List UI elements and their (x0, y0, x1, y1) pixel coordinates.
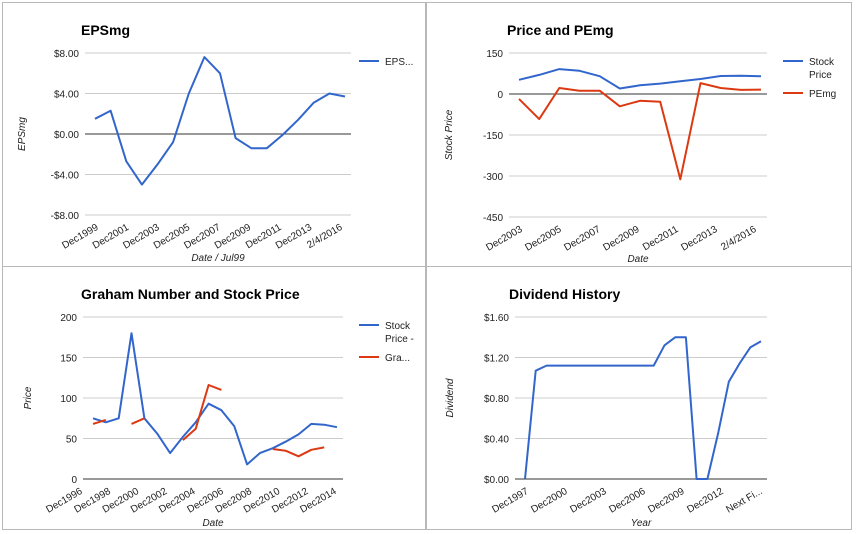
x-axis-label: Year (631, 518, 652, 529)
y-axis-label: Dividend (445, 378, 456, 417)
chart-title: Price and PEmg (507, 22, 614, 38)
y-tick-label: 150 (486, 49, 503, 60)
y-tick-label: $4.00 (54, 90, 79, 101)
x-tick-label: Dec2003 (568, 486, 609, 516)
y-tick-label: $8.00 (54, 49, 79, 60)
y-tick-label: 150 (60, 354, 77, 365)
legend-label: Gra... (385, 353, 410, 364)
series-line-1 (524, 336, 762, 480)
y-tick-label: -150 (483, 131, 503, 142)
x-tick-label: 2/4/2016 (305, 222, 345, 251)
x-tick-label: Dec1997 (490, 486, 531, 516)
y-tick-label: $0.80 (484, 394, 509, 405)
y-tick-label: $0.40 (484, 435, 509, 446)
y-tick-label: $1.60 (484, 313, 509, 324)
x-axis-label: Date (202, 518, 224, 529)
x-tick-label: Dec2012 (685, 486, 726, 516)
y-axis-label: Price (23, 386, 34, 409)
y-tick-label: 50 (66, 435, 78, 446)
dividend-chart-panel: Dividend History $1.60 $1.20 $0.80 $0.40 $0.0… (426, 266, 852, 530)
legend-label: Stock Price (809, 57, 835, 81)
y-tick-label: 200 (60, 313, 77, 324)
x-tick-label: Next Fi... (724, 486, 764, 516)
y-tick-label: -300 (483, 172, 503, 183)
y-tick-label: $1.20 (484, 354, 509, 365)
dividend-chart: Dividend History$1.60 $1.20 $0.80 $0.40 $0.0… (445, 286, 767, 529)
x-tick-label: Dec2009 (646, 486, 687, 516)
legend-label: EPS... (385, 57, 413, 68)
x-tick-label: Dec2013 (679, 224, 720, 254)
x-tick-label: Dec2003 (484, 224, 525, 254)
x-tick-label: 2/4/2016 (719, 224, 759, 253)
x-tick-label: Dec2006 (607, 486, 648, 516)
series-line-2 (92, 418, 107, 425)
y-axis-label: Stock Price (444, 109, 455, 160)
legend-label: Stock Price - (385, 321, 414, 345)
y-tick-label: -450 (483, 213, 503, 224)
y-tick-label: 100 (60, 394, 77, 405)
legend-label: PEmg (809, 89, 836, 100)
x-tick-label: Dec2007 (562, 224, 603, 254)
series-line-2 (272, 446, 325, 458)
y-tick-label: 0 (71, 475, 77, 486)
x-tick-label: Dec2000 (529, 486, 570, 516)
y-tick-label: 0 (497, 90, 503, 101)
series-line-1 (518, 68, 762, 90)
graham-chart: Graham Number and Stock Price 200 150 100 50… (23, 286, 414, 529)
y-tick-label: -$8.00 (51, 211, 80, 222)
price-pe-chart: Price and PEmg1500-150-300-450Dec2003Dec… (444, 22, 836, 265)
y-tick-label: $0.00 (54, 130, 79, 141)
x-tick-label: Dec2005 (523, 224, 564, 254)
y-tick-label: $0.00 (484, 475, 509, 486)
eps-chart: EPSmg$8.00$4.00$0.00-$4.00-$8.00Dec1999D… (17, 22, 413, 264)
series-line-2 (518, 82, 762, 181)
x-tick-label: Dec2011 (641, 224, 681, 253)
chart-title: Dividend History (509, 286, 620, 302)
y-tick-label: -$4.00 (51, 171, 80, 182)
eps-chart-panel: EPSmg $8.00 $4.00 $0.00 -$4.00 -$8.00 Dec1999 D… (2, 2, 426, 267)
graham-chart-panel: Graham Number and Stock Price 200 150 100 50… (2, 266, 426, 530)
series-line-1 (92, 332, 338, 466)
series-line-2 (182, 384, 222, 441)
price-pe-chart-panel: Price and PEmg 150 0 -150 -300 -450 Dec2003 Dec… (426, 2, 852, 267)
x-axis-label: Date / Jul99 (191, 253, 245, 264)
chart-title: Graham Number and Stock Price (81, 286, 300, 302)
x-axis-label: Date (627, 254, 649, 265)
series-line-1 (94, 56, 346, 186)
series-line-2 (131, 417, 145, 425)
chart-title: EPSmg (81, 22, 130, 38)
y-axis-label: EPSmg (17, 117, 28, 151)
x-tick-label: Dec2009 (601, 224, 642, 254)
